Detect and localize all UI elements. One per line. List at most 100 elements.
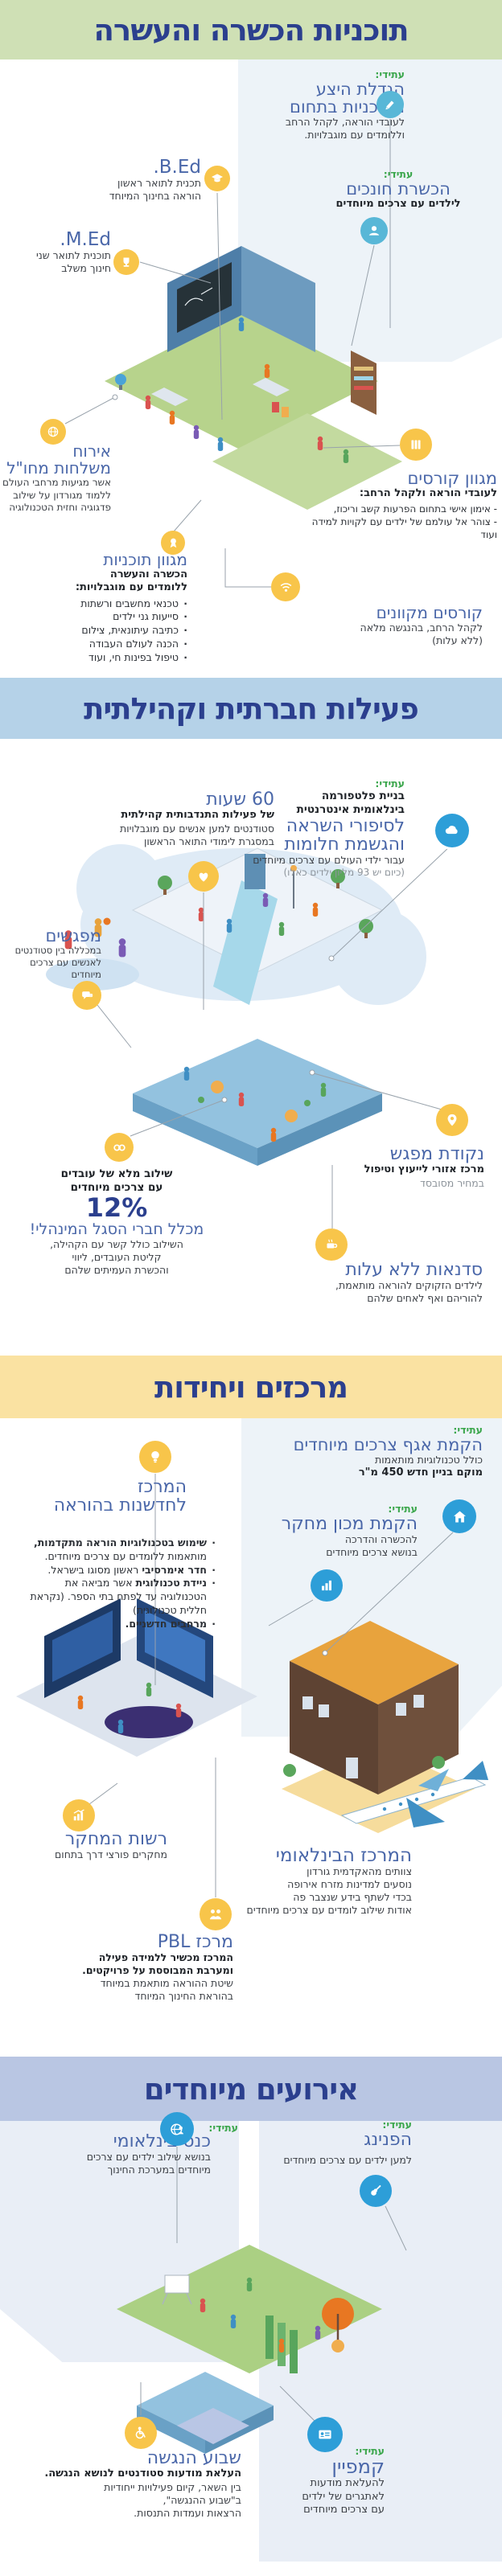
callout-meetings: מפגשים במכללה בין סטודנטים לאנשים עם צרכ… xyxy=(0,927,101,980)
callout-subtitle: הכשרה והעשרה ללומדים עם מוגבלויות: xyxy=(75,568,187,594)
callout-body: תוכנית לתואר שני חינוך משלב xyxy=(36,249,111,275)
callout-staff-integration: שילוב מלא של עובדים עם צרכים מיוחדים 12%… xyxy=(16,1167,217,1277)
bullet-bold: שימוש בטכנולוגיות הוראה מתקדמות, xyxy=(34,1536,207,1548)
callout-pbl: מרכז PBL המרכז מכשיר ללמידה פעילה ומערבת… xyxy=(48,1933,233,2003)
program-list: טכנאי מחשבים ורשתות סייעות גני ילדים כתי… xyxy=(19,597,187,665)
callout-body: בנושא שילוב ילדים עם צרכים מיוחדים במערכ… xyxy=(86,2151,211,2176)
callout-body: צוותים מהאקדמית גורדון נוסעים למדינות מז… xyxy=(246,1865,412,1917)
future-label: עתידי: xyxy=(375,68,405,80)
bar-chart-icon xyxy=(311,1569,343,1602)
future-label: עתידי: xyxy=(355,2445,385,2457)
callout-research-institute: עתידי: הקמת מכון מחקר להכשרה והדרכה בנוש… xyxy=(265,1503,418,1559)
callout-body: שיטת ההוראה מותאמת במיוחד בהוראת החינוך … xyxy=(100,1976,233,2002)
callout-body: לילדים הזקוקים להוראה מותאמת, להוריהם וא… xyxy=(335,1279,483,1305)
callout-body: כולל טכנולוגיות מותאמות xyxy=(375,1454,483,1466)
callout-title: הכשרת חונכים xyxy=(346,178,451,199)
trophy-icon xyxy=(113,249,139,275)
list-item: - אימון אישי בתחום הפרעות קשב וריכוז, xyxy=(333,502,497,515)
callout-title: הקמת מכון מחקר xyxy=(281,1513,418,1534)
callout-title: רשות המחקר xyxy=(64,1829,167,1849)
callout-body: עבור ילדי העולם עם צרכים מיוחדים xyxy=(253,854,405,867)
callout-title: קמפיין xyxy=(331,2455,385,2478)
callout-meeting-point: נקודת מפגש מרכז אזורי לייעוץ וטיפול במחי… xyxy=(307,1145,484,1190)
location-pin-icon xyxy=(436,1104,468,1136)
callout-title: הפנינג xyxy=(364,2129,412,2150)
home-icon xyxy=(442,1499,476,1533)
award-ribbon-icon xyxy=(161,531,185,555)
callout-program-variety: מגוון תוכניות הכשרה והעשרה ללומדים עם מו… xyxy=(19,551,187,665)
airplane-illustration xyxy=(340,1761,488,1827)
callout-subtitle: מרכז אזורי לייעוץ וטיפול xyxy=(364,1163,484,1176)
person-icon xyxy=(360,217,388,244)
callout-body: תכנית לתואר ראשון הוראה בחינוך המיוחד xyxy=(109,177,201,203)
books-icon xyxy=(400,429,432,461)
conference-future-label: עתידי: xyxy=(201,2119,238,2135)
bullet-bold: חדר אימרסיבי xyxy=(142,1563,207,1576)
list-item: הכנה לעולם העבודה xyxy=(19,638,187,651)
list-item: חדר אימרסיבי ראשון מסוגו בישראל. xyxy=(19,1564,216,1577)
bullet-rest: ראשון מסוגו בישראל. xyxy=(47,1563,142,1576)
list-item: סייעות גני ילדים xyxy=(19,610,187,624)
list-item: שימוש בטכנולוגיות הוראה מתקדמות, מותאמות… xyxy=(19,1536,216,1564)
callout-body: למען ילדים עם צרכים מיוחדים xyxy=(283,2154,412,2167)
cloud-icon xyxy=(435,814,469,847)
future-label: עתידי: xyxy=(388,1503,418,1515)
future-label: עתידי: xyxy=(383,168,414,180)
handshake-icon xyxy=(200,1898,232,1930)
callout-title: נקודת מפגש xyxy=(389,1144,484,1164)
link-icon xyxy=(105,1133,134,1162)
heart-icon xyxy=(188,861,219,892)
innovation-list: שימוש בטכנולוגיות הוראה מתקדמות, מותאמות… xyxy=(19,1536,216,1631)
callout-online-courses: קורסים מקוונים לקהל הרחב, בהנגשה מלאה (ל… xyxy=(314,603,483,647)
bullet-bold: מרחבים חדשניים. xyxy=(125,1617,207,1630)
callout-highlight: המרכז מכשיר ללמידה פעילה ומערבת המבוססת … xyxy=(82,1951,233,1976)
list-item: מרחבים חדשניים. xyxy=(19,1618,216,1631)
callout-title: סדנאות ללא עלות xyxy=(345,1260,483,1280)
future-label: עתידי: xyxy=(375,777,405,790)
callout-body: במכללה בין סטודנטים לאנשים עם צרכים מיוח… xyxy=(14,945,101,980)
coffee-icon xyxy=(315,1229,348,1261)
stat-value: 12% xyxy=(85,1192,148,1223)
callout-accessibility-week: שבוע הנגשה העלאת מודעות סטודנטים לנושא ה… xyxy=(0,2449,241,2520)
section-community-header: פעילות חברתית וקהילתית xyxy=(0,678,502,739)
pencil-icon xyxy=(376,91,404,118)
callout-highlight: מוקם בניין חדש 450 מ"ר xyxy=(358,1466,483,1479)
callout-body: לעובדי הוראה, לקהל הרחב וללומדים עם מוגב… xyxy=(285,116,405,142)
id-card-icon xyxy=(307,2417,343,2452)
section-events-header: אירועים מיוחדים xyxy=(0,2057,502,2121)
future-label: עתידי: xyxy=(382,2119,412,2131)
callout-innovation-title: המרכז לחדשנות בהוראה xyxy=(26,1478,187,1516)
callout-body: השילוב כולל קשר עם הקהילה, קליטת העובדים… xyxy=(50,1238,183,1277)
callout-title: קורסים מקוונים xyxy=(376,603,483,622)
globe-person-icon xyxy=(160,2112,194,2146)
bullet-rest: מותאמות ללומדים עם צרכים מיוחדים. xyxy=(44,1549,207,1562)
callout-free-workshops: סדנאות ללא עלות לילדים הזקוקים להוראה מו… xyxy=(270,1261,483,1305)
callout-title: 60 שעות xyxy=(206,790,274,810)
callout-international-center: המרכז הבינלאומי צוותים מהאקדמית גורדון נ… xyxy=(211,1846,412,1917)
section-training-header: תוכניות הכשרה והעשרה xyxy=(0,0,502,59)
callout-title: לסיפורי השראה והגשמת חלומות xyxy=(284,815,405,855)
callout-innovation-bullets: שימוש בטכנולוגיות הוראה מתקדמות, מותאמות… xyxy=(19,1534,216,1631)
future-label: עתידי: xyxy=(453,1424,483,1436)
future-label: עתידי: xyxy=(208,2122,238,2134)
callout-course-variety: מגוון קורסים לעובדי הוראה ולקהל הרחב: - … xyxy=(304,470,497,541)
section-title: אירועים מיוחדים xyxy=(143,2071,359,2106)
wheelchair-icon xyxy=(125,2417,157,2449)
list-item: - צוהר אל עולמם של ילדים עם לקויות למידה… xyxy=(311,515,497,540)
callout-expand-offer: עתידי: הגדלת היצע התוכניות בתחום לעובדי … xyxy=(204,69,405,142)
callout-body: בין השאר, קיום פעילויות ייחודיות ב"שבוע … xyxy=(104,2480,241,2519)
guitar-icon xyxy=(360,2175,392,2207)
callout-note: (כיום יש 93 מליון ילדים כאלו) xyxy=(283,867,405,879)
section-centers-header: מרכזים ויחידות xyxy=(0,1356,502,1418)
growth-chart-icon xyxy=(63,1799,95,1832)
callout-subtitle: של פעילות התנדבותית קהילתית xyxy=(121,809,274,822)
callout-mentoring: עתידי: הכשרת חונכים לילדים עם צרכים מיוח… xyxy=(302,169,495,211)
callout-title: הקמת אגף צרכים מיוחדים xyxy=(293,1434,483,1454)
chat-icon xyxy=(72,981,101,1010)
stat-caption: מכלל חברי הסגל המינהלי! xyxy=(29,1220,204,1239)
callout-body: להכשרה והדרכה בנושא צרכים מיוחדים xyxy=(326,1533,418,1559)
callout-title: מפגשים xyxy=(45,926,101,945)
callout-med: M.Ed. תוכנית לתואר שני חינוך משלב xyxy=(0,230,111,275)
callout-title: המרכז לחדשנות בהוראה xyxy=(53,1477,187,1516)
